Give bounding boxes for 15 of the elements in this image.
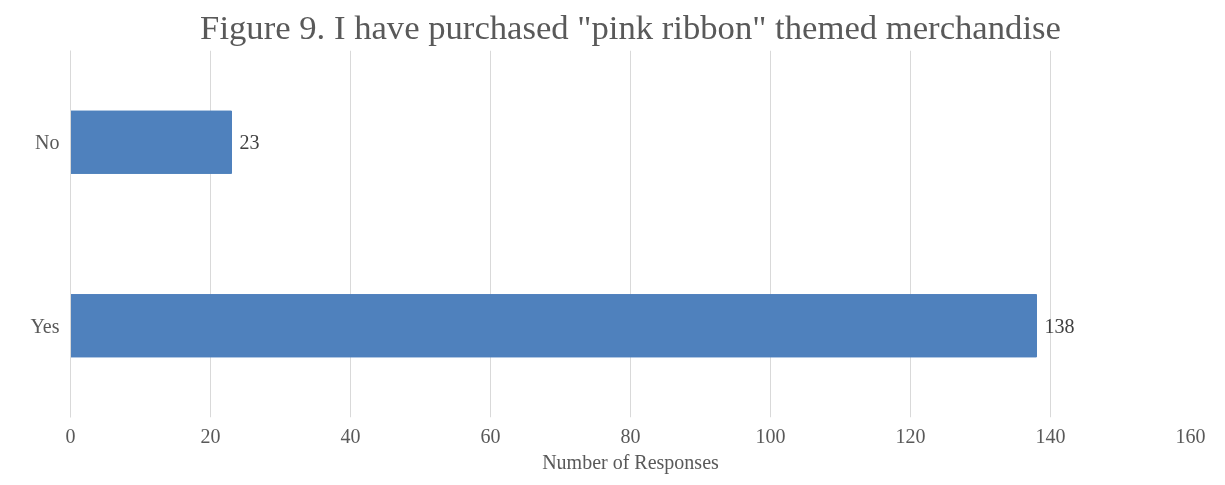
x-tick-label: 160 <box>1175 424 1206 447</box>
x-tick-label: 120 <box>895 424 926 447</box>
x-tick-label: 80 <box>620 424 641 447</box>
x-tick-label: 60 <box>480 424 501 447</box>
y-tick-label: Yes <box>30 314 60 337</box>
data-label: 23 <box>239 131 260 154</box>
y-tick-label: No <box>35 131 60 154</box>
chart-title: Figure 9. I have purchased "pink ribbon" themed merchandise <box>200 7 1061 46</box>
x-tick-label: 0 <box>65 424 76 447</box>
data-label: 138 <box>1044 314 1075 337</box>
x-tick-label: 20 <box>200 424 221 447</box>
x-tick-label: 40 <box>340 424 361 447</box>
x-tick-label: 140 <box>1035 424 1066 447</box>
x-tick-label: 100 <box>755 424 786 447</box>
x-axis-title: Number of Responses <box>542 450 720 474</box>
